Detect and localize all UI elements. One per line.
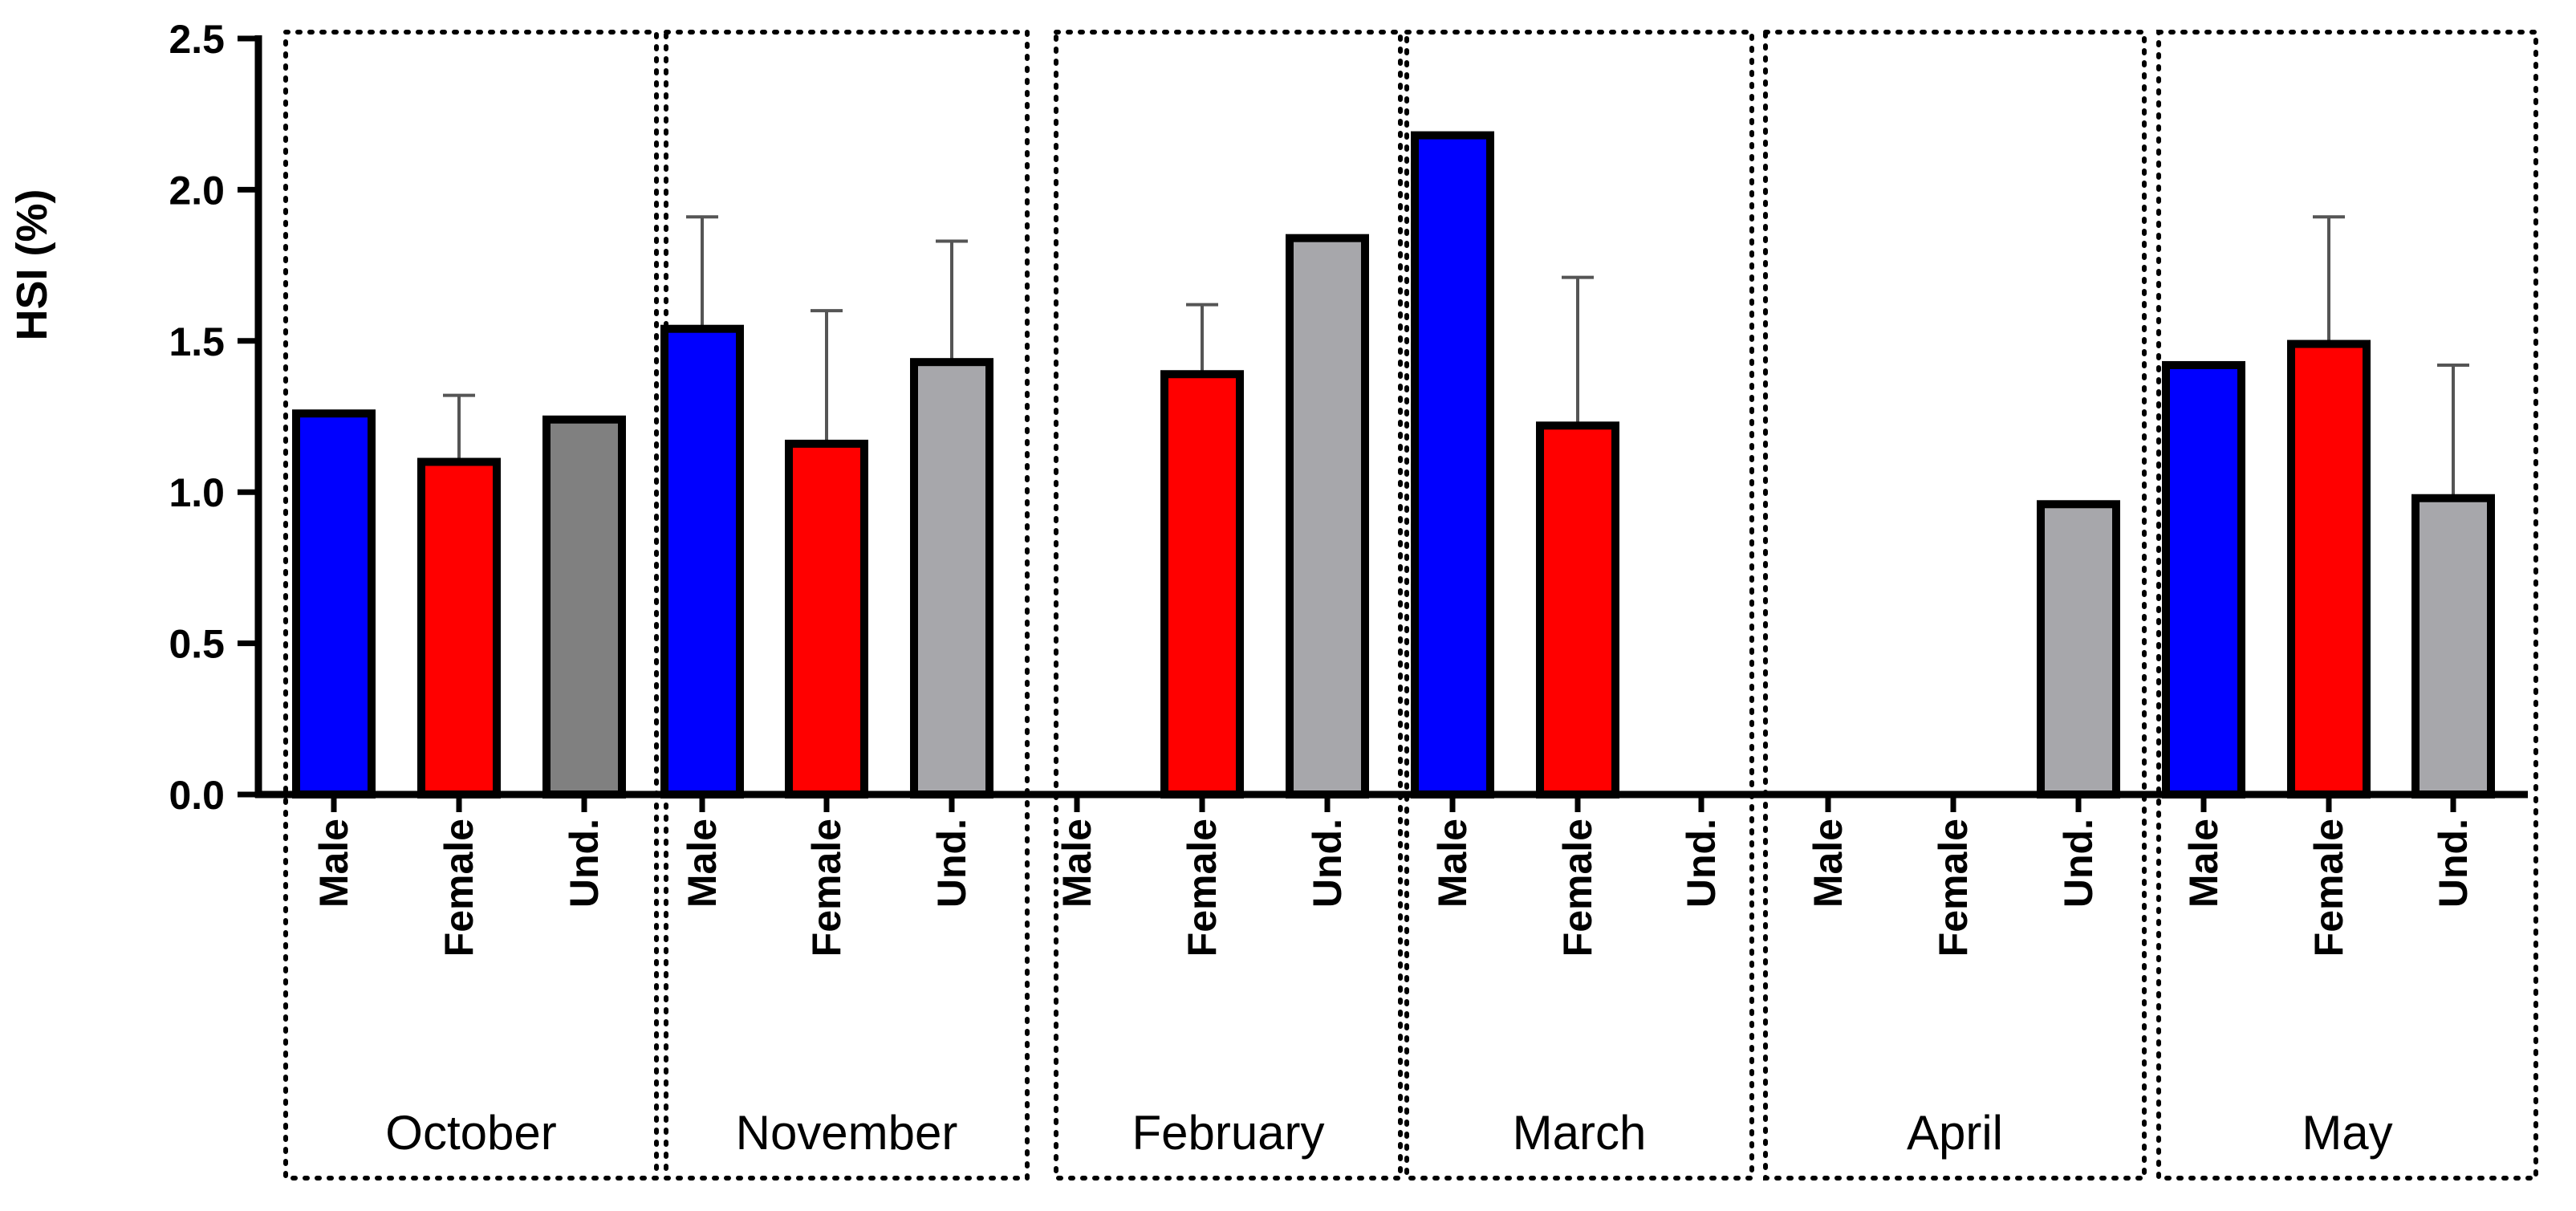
category-label-female: Female [437, 819, 481, 957]
bar-november-und [910, 358, 993, 799]
y-tick-label: 0.5 [169, 622, 225, 667]
category-label-male: Male [1806, 819, 1851, 908]
bar-october-female [417, 457, 501, 799]
group-box-march [1404, 30, 1754, 1181]
group-label-february: February [1132, 1106, 1324, 1160]
bar-october-und [542, 415, 626, 799]
bar-may-male [2162, 360, 2245, 799]
category-label-und: Und. [1305, 819, 1350, 908]
bar-february-und [1286, 234, 1369, 799]
axes [238, 35, 2528, 812]
group-box-april [1763, 30, 2147, 1181]
y-tick-label: 2.0 [169, 168, 225, 213]
bar-march-male [1411, 131, 1494, 799]
y-tick-label: 0.0 [169, 773, 225, 818]
bar-may-und [2411, 494, 2495, 799]
labels: October Male Female Und. November Male Female U… [169, 17, 2476, 1160]
category-label-male: Male [1054, 819, 1099, 908]
category-label-male: Male [311, 819, 356, 908]
category-label-und: Und. [562, 819, 607, 908]
y-tick-label: 2.5 [169, 17, 225, 62]
group-box-february [1054, 30, 1403, 1181]
group-boxes [283, 30, 2538, 1181]
y-axis-title: HSI (%) [8, 189, 56, 341]
category-label-male: Male [1430, 819, 1475, 908]
bar-november-male [660, 324, 744, 799]
category-label-und: Und. [1679, 819, 1724, 908]
category-label-und: Und. [2431, 819, 2476, 908]
category-label-female: Female [2306, 819, 2351, 957]
bar-october-male [292, 409, 376, 799]
category-label-female: Female [1555, 819, 1600, 957]
group-label-may: May [2302, 1106, 2392, 1160]
group-label-november: November [736, 1106, 958, 1160]
group-label-march: March [1513, 1106, 1647, 1160]
bar-may-female [2287, 339, 2371, 799]
y-tick-label: 1.5 [169, 319, 225, 364]
bar-november-female [785, 439, 868, 799]
category-label-und: Und. [929, 819, 974, 908]
bar-march-female [1536, 421, 1619, 799]
bars [292, 131, 2495, 799]
category-label-male: Male [680, 819, 725, 908]
category-label-und: Und. [2056, 819, 2101, 908]
group-box-may [2156, 30, 2538, 1181]
category-label-female: Female [804, 819, 849, 957]
category-label-female: Female [1931, 819, 1976, 957]
category-label-male: Male [2181, 819, 2226, 908]
group-label-october: October [385, 1106, 556, 1160]
group-box-october [283, 30, 659, 1181]
bar-april-und [2037, 500, 2120, 799]
group-label-april: April [1907, 1106, 2003, 1160]
y-tick-label: 1.0 [169, 470, 225, 515]
bar-february-female [1160, 370, 1244, 799]
category-label-female: Female [1180, 819, 1225, 957]
